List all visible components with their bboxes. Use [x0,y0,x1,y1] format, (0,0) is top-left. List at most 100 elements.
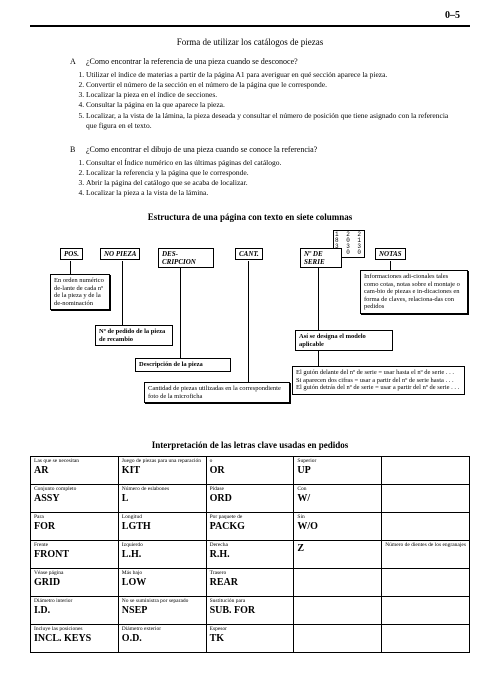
cell-small: Sustitución para [210,598,291,604]
structure-title: Estructura de una página con texto en si… [30,212,470,222]
table-cell: Juego de piezas para una reparaciónKIT [118,457,206,485]
cell-small: Pídase [210,486,291,492]
hdr-serie: Nº DE SERIE [300,248,342,268]
table-cell [382,569,470,597]
table-cell: Número de dientes de los engranajes [382,541,470,569]
cell-small: Conjunto completo [34,486,115,492]
cell-big: L.H. [122,549,203,560]
cell-small: Frente [34,542,115,548]
step-a-5: Localizar, a la vista de la lámina, la p… [86,111,450,131]
question-a-text: ¿Como encontrar la referencia de una pie… [86,57,298,66]
structure-diagram: 1 2 2 8 0 1 3 3 3 0 0 0 POS. NO PIEZA DE… [40,230,460,420]
cell-small: Más bajo [122,570,203,576]
table-cell: SuperiorUP [294,457,382,485]
box-orden: En orden numérico de-lante de cada nº de… [50,274,110,310]
hdr-pos: POS. [60,248,83,260]
keys-table: Las que se necesitanARJuego de piezas pa… [30,456,470,653]
cell-small: o [210,458,291,464]
cell-big: I.D. [34,605,115,616]
table-cell: PídaseORD [206,485,294,513]
table-cell: DerechaR.H. [206,541,294,569]
box-pedido: Nº de pedido de la pieza de recambio [95,325,173,346]
question-a-label: A [70,57,84,66]
cell-small: Sin [297,514,378,520]
connector [318,268,319,368]
step-b-1: Consultar el Índice numérico en las últi… [86,158,450,168]
cell-small: Diámetro interior [34,598,115,604]
table-row: Conjunto completoASSYNúmero de eslabones… [31,485,470,513]
table-cell: IzquierdoL.H. [118,541,206,569]
table-cell [382,625,470,653]
cell-small: Incluye las posiciones [34,626,115,632]
cell-big: LOW [122,577,203,588]
section-a: A ¿Como encontrar la referencia de una p… [70,57,450,131]
table-cell [382,513,470,541]
table-cell: Número de eslabonesL [118,485,206,513]
cell-small: Para [34,514,115,520]
cell-small: Derecha [210,542,291,548]
cell-big: Z [297,543,378,554]
cell-small: Juego de piezas para una reparación [122,458,203,464]
hdr-cant: CANT. [235,248,263,260]
table-row: ParaFORLongitudLGTHPor paquete dePACKGSi… [31,513,470,541]
cell-big: O.D. [122,633,203,644]
cell-big: R.H. [210,549,291,560]
box-info: Informaciones adi-cionales tales como co… [360,270,468,313]
main-title: Forma de utilizar los catálogos de pieza… [30,37,470,47]
step-a-3: Localizar la pieza en el índice de secci… [86,90,450,100]
table-cell [382,457,470,485]
cell-small: Número de dientes de los engranajes [385,542,466,548]
question-b: B ¿Como encontrar el dibujo de una pieza… [70,145,450,154]
step-a-1: Utilizar el índice de materias a partir … [86,70,450,80]
table-cell: No se suministra por separadoNSEP [118,597,206,625]
cell-big: REAR [210,577,291,588]
box-guiones: El guión delante del nº de serie = usar … [292,366,465,394]
table-cell: Conjunto completoASSY [31,485,119,513]
table-cell: Diámetro exteriorO.D. [118,625,206,653]
table-cell: ConW/ [294,485,382,513]
cell-big: INCL. KEYS [34,633,115,644]
cell-small: Diámetro exterior [122,626,203,632]
box-cant: Cantidad de piezas utilizadas en la corr… [144,382,290,403]
cell-big: KIT [122,465,203,476]
cell-big: TK [210,633,291,644]
table-cell: SinW/O [294,513,382,541]
cell-big: UP [297,465,378,476]
table-cell [382,597,470,625]
table-row: Las que se necesitanARJuego de piezas pa… [31,457,470,485]
table-cell: Incluye las posicionesINCL. KEYS [31,625,119,653]
step-b-3: Abrir la página del catálogo que se acab… [86,178,450,188]
step-a-2: Convertir el número de la sección en el … [86,80,450,90]
hdr-desc: DES-CRIPCION [158,248,214,268]
cell-small: Con [297,486,378,492]
cell-big: FOR [34,521,115,532]
box-modelo: Así se designa el modelo aplicable [295,330,393,351]
table-cell [294,569,382,597]
steps-a: Utilizar el índice de materias a partir … [86,70,450,131]
table-cell: Sustitución paraSUB. FOR [206,597,294,625]
cell-big: W/ [297,493,378,504]
keys-table-title: Interpretación de las letras clave usada… [30,440,470,450]
cell-big: AR [34,465,115,476]
page-number: 0–5 [30,10,470,21]
hdr-notas: NOTAS [375,248,406,260]
section-b: B ¿Como encontrar el dibujo de una pieza… [70,145,450,199]
cell-big: NSEP [122,605,203,616]
question-b-text: ¿Como encontrar el dibujo de una pieza c… [86,145,317,154]
table-cell: Las que se necesitanAR [31,457,119,485]
cell-small: Espesor [210,626,291,632]
question-a: A ¿Como encontrar la referencia de una p… [70,57,450,66]
cell-big: LGTH [122,521,203,532]
table-cell: LongitudLGTH [118,513,206,541]
step-b-4: Localizar la pieza a la vista de la lámi… [86,188,450,198]
table-cell: Por paquete dePACKG [206,513,294,541]
box-desc: Descripción de la pieza [135,358,231,371]
cell-small: Trasero [210,570,291,576]
cell-big: SUB. FOR [210,605,291,616]
cell-small: No se suministra por separado [122,598,203,604]
cell-small: Izquierdo [122,542,203,548]
connector [180,268,181,358]
table-cell: Z [294,541,382,569]
cell-big: ORD [210,493,291,504]
table-cell [294,625,382,653]
